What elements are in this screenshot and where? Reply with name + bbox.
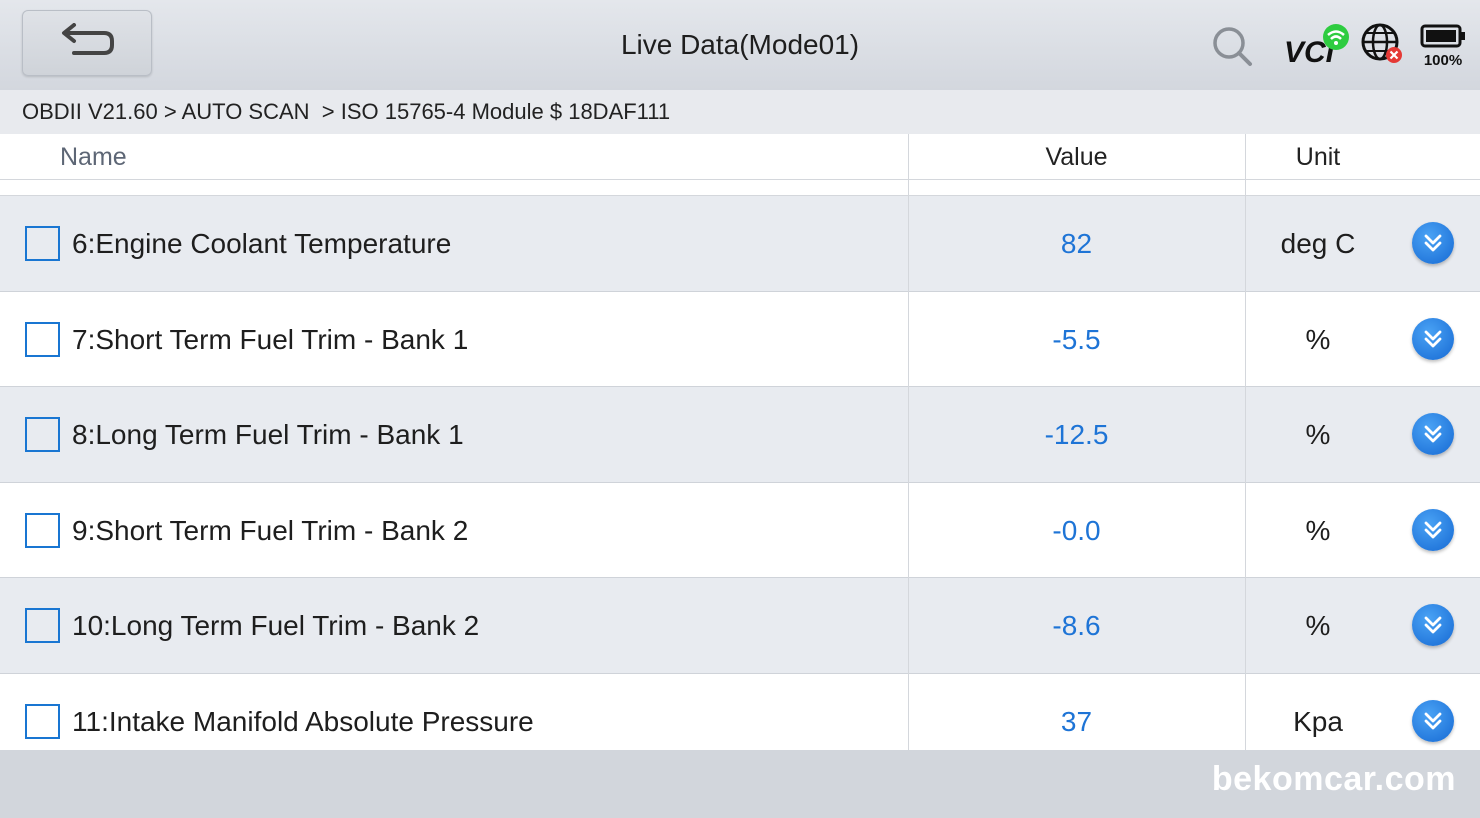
chevron-double-down-icon [1424, 521, 1442, 538]
list-top-spacer [0, 180, 1480, 196]
battery-percentage: 100% [1423, 52, 1463, 69]
chevron-double-down-icon [1424, 234, 1442, 252]
row-checkbox[interactable] [25, 703, 60, 739]
expand-button[interactable] [1412, 222, 1454, 264]
table-row: 7:Short Term Fuel Trim - Bank 1 -5.5 % [0, 291, 1480, 387]
expand-button[interactable] [1412, 317, 1454, 360]
vci-wifi-icon[interactable]: VCI [1282, 22, 1352, 68]
chevron-double-down-icon [1424, 425, 1442, 443]
row-value: -5.5 [1052, 323, 1101, 355]
row-value: -0.0 [1052, 514, 1101, 546]
row-checkbox[interactable] [25, 512, 60, 548]
watermark: bekomcar.com [1211, 760, 1456, 798]
expand-button[interactable] [1412, 604, 1454, 646]
table-row: 11:Intake Manifold Absolute Pressure 37 … [0, 673, 1480, 750]
column-header-name: Name [60, 142, 127, 171]
live-data-list[interactable]: 6:Engine Coolant Temperature 82 deg C 7:… [0, 180, 1480, 750]
row-checkbox[interactable] [25, 608, 60, 643]
chevron-double-down-icon [1424, 712, 1442, 729]
battery-indicator: 100% [1416, 20, 1470, 74]
expand-button[interactable] [1412, 413, 1454, 455]
row-unit: deg C [1280, 228, 1356, 259]
back-arrow-icon [58, 22, 116, 64]
row-unit: % [1305, 610, 1331, 641]
battery-icon [1420, 24, 1465, 48]
column-divider [908, 134, 909, 750]
column-header-unit: Unit [1295, 142, 1341, 171]
row-unit: % [1305, 323, 1331, 355]
expand-button[interactable] [1412, 508, 1454, 551]
column-header-value: Value [1045, 142, 1108, 171]
breadcrumb: OBDII V21.60 > AUTO SCAN > ISO 15765-4 M… [22, 99, 671, 124]
table-row: 10:Long Term Fuel Trim - Bank 2 -8.6 % [0, 578, 1480, 674]
row-value: 37 [1060, 705, 1093, 737]
chevron-double-down-icon [1424, 616, 1442, 634]
row-value: 82 [1060, 228, 1093, 259]
row-checkbox[interactable] [25, 321, 60, 357]
row-checkbox[interactable] [25, 226, 60, 261]
search-icon[interactable] [1208, 22, 1256, 70]
table-row: 8:Long Term Fuel Trim - Bank 1 -12.5 % [0, 387, 1480, 483]
table-header: Name Value Unit [0, 134, 1480, 180]
row-name: 10:Long Term Fuel Trim - Bank 2 [72, 610, 480, 641]
row-name: 8:Long Term Fuel Trim - Bank 1 [72, 419, 464, 450]
bottom-bar: bekomcar.com [0, 750, 1480, 818]
row-name: 9:Short Term Fuel Trim - Bank 2 [72, 514, 469, 546]
row-name: 6:Engine Coolant Temperature [72, 228, 452, 259]
top-bar: Live Data(Mode01) VCI [0, 0, 1480, 90]
column-divider [1245, 134, 1246, 750]
chevron-double-down-icon [1424, 330, 1442, 347]
table-row: 6:Engine Coolant Temperature 82 deg C [0, 196, 1480, 292]
breadcrumb-bar: OBDII V21.60 > AUTO SCAN > ISO 15765-4 M… [0, 90, 1480, 134]
row-value: -8.6 [1052, 610, 1101, 641]
row-unit: Kpa [1293, 705, 1343, 737]
page-title: Live Data(Mode01) [620, 29, 860, 60]
table-row: 9:Short Term Fuel Trim - Bank 2 -0.0 % [0, 482, 1480, 578]
row-name: 7:Short Term Fuel Trim - Bank 1 [72, 323, 469, 355]
row-unit: % [1305, 514, 1331, 546]
back-button[interactable] [22, 10, 152, 76]
row-name: 11:Intake Manifold Absolute Pressure [72, 705, 534, 737]
expand-button[interactable] [1412, 699, 1454, 742]
row-checkbox[interactable] [25, 417, 60, 452]
globe-error-icon[interactable] [1358, 20, 1406, 68]
row-value: -12.5 [1044, 419, 1109, 450]
row-unit: % [1305, 419, 1331, 450]
